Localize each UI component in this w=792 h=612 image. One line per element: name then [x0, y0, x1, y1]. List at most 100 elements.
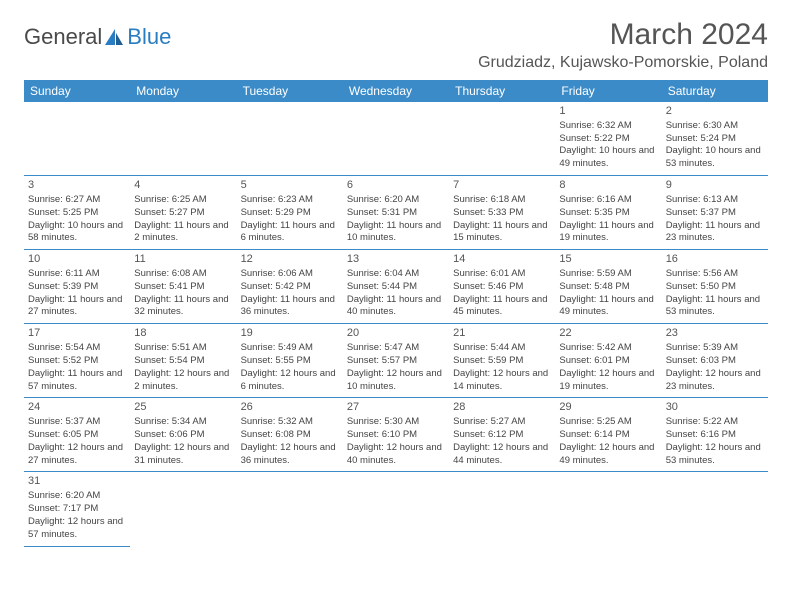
calendar-cell: 17Sunrise: 5:54 AMSunset: 5:52 PMDayligh… — [24, 324, 130, 398]
calendar-cell — [130, 472, 236, 546]
calendar-row: 31Sunrise: 6:20 AMSunset: 7:17 PMDayligh… — [24, 472, 768, 546]
sunset-text: Sunset: 5:27 PM — [134, 207, 232, 220]
daylight-text: Daylight: 12 hours and 36 minutes. — [241, 442, 339, 468]
calendar-cell: 13Sunrise: 6:04 AMSunset: 5:44 PMDayligh… — [343, 250, 449, 324]
sunset-text: Sunset: 5:57 PM — [347, 355, 445, 368]
daylight-text: Daylight: 12 hours and 23 minutes. — [666, 368, 764, 394]
day-number: 31 — [28, 474, 126, 489]
calendar-cell: 18Sunrise: 5:51 AMSunset: 5:54 PMDayligh… — [130, 324, 236, 398]
sunrise-text: Sunrise: 5:25 AM — [559, 416, 657, 429]
sunrise-text: Sunrise: 5:27 AM — [453, 416, 551, 429]
sunset-text: Sunset: 5:24 PM — [666, 133, 764, 146]
sunrise-text: Sunrise: 6:18 AM — [453, 194, 551, 207]
daylight-text: Daylight: 11 hours and 49 minutes. — [559, 294, 657, 320]
sunrise-text: Sunrise: 5:39 AM — [666, 342, 764, 355]
day-number: 12 — [241, 252, 339, 267]
daylight-text: Daylight: 12 hours and 57 minutes. — [28, 516, 126, 542]
daylight-text: Daylight: 12 hours and 44 minutes. — [453, 442, 551, 468]
logo-text-1: General — [24, 24, 102, 50]
title-block: March 2024 Grudziadz, Kujawsko-Pomorskie… — [478, 18, 768, 72]
sunrise-text: Sunrise: 5:59 AM — [559, 268, 657, 281]
sunset-text: Sunset: 6:03 PM — [666, 355, 764, 368]
day-number: 30 — [666, 400, 764, 415]
sunset-text: Sunset: 5:52 PM — [28, 355, 126, 368]
sunrise-text: Sunrise: 6:32 AM — [559, 120, 657, 133]
sunset-text: Sunset: 6:12 PM — [453, 429, 551, 442]
calendar-cell — [555, 472, 661, 546]
calendar-cell: 10Sunrise: 6:11 AMSunset: 5:39 PMDayligh… — [24, 250, 130, 324]
sunset-text: Sunset: 5:46 PM — [453, 281, 551, 294]
weekday-header: Wednesday — [343, 80, 449, 102]
sunset-text: Sunset: 6:10 PM — [347, 429, 445, 442]
sunset-text: Sunset: 5:55 PM — [241, 355, 339, 368]
day-number: 28 — [453, 400, 551, 415]
day-number: 25 — [134, 400, 232, 415]
calendar-cell — [237, 102, 343, 176]
calendar-row: 3Sunrise: 6:27 AMSunset: 5:25 PMDaylight… — [24, 176, 768, 250]
weekday-header: Tuesday — [237, 80, 343, 102]
calendar-cell: 11Sunrise: 6:08 AMSunset: 5:41 PMDayligh… — [130, 250, 236, 324]
sunrise-text: Sunrise: 6:30 AM — [666, 120, 764, 133]
sunset-text: Sunset: 5:39 PM — [28, 281, 126, 294]
day-number: 4 — [134, 178, 232, 193]
sunset-text: Sunset: 6:14 PM — [559, 429, 657, 442]
sunset-text: Sunset: 5:29 PM — [241, 207, 339, 220]
daylight-text: Daylight: 12 hours and 19 minutes. — [559, 368, 657, 394]
sunset-text: Sunset: 5:25 PM — [28, 207, 126, 220]
sunrise-text: Sunrise: 6:20 AM — [347, 194, 445, 207]
calendar-row: 1Sunrise: 6:32 AMSunset: 5:22 PMDaylight… — [24, 102, 768, 176]
day-number: 3 — [28, 178, 126, 193]
sunset-text: Sunset: 5:54 PM — [134, 355, 232, 368]
calendar-cell — [130, 102, 236, 176]
sunrise-text: Sunrise: 5:30 AM — [347, 416, 445, 429]
daylight-text: Daylight: 11 hours and 19 minutes. — [559, 220, 657, 246]
sunrise-text: Sunrise: 6:20 AM — [28, 490, 126, 503]
calendar-cell — [449, 102, 555, 176]
weekday-header: Saturday — [662, 80, 768, 102]
sunrise-text: Sunrise: 6:13 AM — [666, 194, 764, 207]
day-number: 24 — [28, 400, 126, 415]
calendar-cell: 19Sunrise: 5:49 AMSunset: 5:55 PMDayligh… — [237, 324, 343, 398]
sunset-text: Sunset: 5:48 PM — [559, 281, 657, 294]
calendar-cell — [449, 472, 555, 546]
weekday-header-row: Sunday Monday Tuesday Wednesday Thursday… — [24, 80, 768, 102]
calendar-body: 1Sunrise: 6:32 AMSunset: 5:22 PMDaylight… — [24, 102, 768, 546]
daylight-text: Daylight: 11 hours and 45 minutes. — [453, 294, 551, 320]
calendar-cell: 27Sunrise: 5:30 AMSunset: 6:10 PMDayligh… — [343, 398, 449, 472]
sunset-text: Sunset: 5:44 PM — [347, 281, 445, 294]
daylight-text: Daylight: 12 hours and 10 minutes. — [347, 368, 445, 394]
logo-sail-icon — [103, 27, 125, 47]
daylight-text: Daylight: 11 hours and 15 minutes. — [453, 220, 551, 246]
calendar-cell: 2Sunrise: 6:30 AMSunset: 5:24 PMDaylight… — [662, 102, 768, 176]
sunset-text: Sunset: 5:50 PM — [666, 281, 764, 294]
day-number: 9 — [666, 178, 764, 193]
sunset-text: Sunset: 5:59 PM — [453, 355, 551, 368]
weekday-header: Sunday — [24, 80, 130, 102]
day-number: 8 — [559, 178, 657, 193]
sunrise-text: Sunrise: 5:54 AM — [28, 342, 126, 355]
daylight-text: Daylight: 10 hours and 53 minutes. — [666, 145, 764, 171]
daylight-text: Daylight: 12 hours and 14 minutes. — [453, 368, 551, 394]
calendar-cell: 9Sunrise: 6:13 AMSunset: 5:37 PMDaylight… — [662, 176, 768, 250]
daylight-text: Daylight: 11 hours and 36 minutes. — [241, 294, 339, 320]
logo-text-2: Blue — [127, 24, 171, 50]
sunrise-text: Sunrise: 5:56 AM — [666, 268, 764, 281]
day-number: 17 — [28, 326, 126, 341]
daylight-text: Daylight: 12 hours and 2 minutes. — [134, 368, 232, 394]
sunset-text: Sunset: 6:16 PM — [666, 429, 764, 442]
sunset-text: Sunset: 6:06 PM — [134, 429, 232, 442]
calendar-row: 17Sunrise: 5:54 AMSunset: 5:52 PM Dayligh… — [24, 324, 768, 398]
calendar-cell: 21Sunrise: 5:44 AMSunset: 5:59 PMDayligh… — [449, 324, 555, 398]
calendar-cell: 24Sunrise: 5:37 AMSunset: 6:05 PMDayligh… — [24, 398, 130, 472]
calendar-cell: 5Sunrise: 6:23 AMSunset: 5:29 PMDaylight… — [237, 176, 343, 250]
sunrise-text: Sunrise: 5:37 AM — [28, 416, 126, 429]
calendar-cell: 8Sunrise: 6:16 AMSunset: 5:35 PMDaylight… — [555, 176, 661, 250]
calendar-cell: 3Sunrise: 6:27 AMSunset: 5:25 PMDaylight… — [24, 176, 130, 250]
calendar-cell: 23Sunrise: 5:39 AMSunset: 6:03 PMDayligh… — [662, 324, 768, 398]
day-number: 11 — [134, 252, 232, 267]
sunset-text: Sunset: 5:33 PM — [453, 207, 551, 220]
sunset-text: Sunset: 5:35 PM — [559, 207, 657, 220]
calendar-cell: 12Sunrise: 6:06 AMSunset: 5:42 PMDayligh… — [237, 250, 343, 324]
calendar-cell — [343, 102, 449, 176]
calendar-cell: 28Sunrise: 5:27 AMSunset: 6:12 PMDayligh… — [449, 398, 555, 472]
